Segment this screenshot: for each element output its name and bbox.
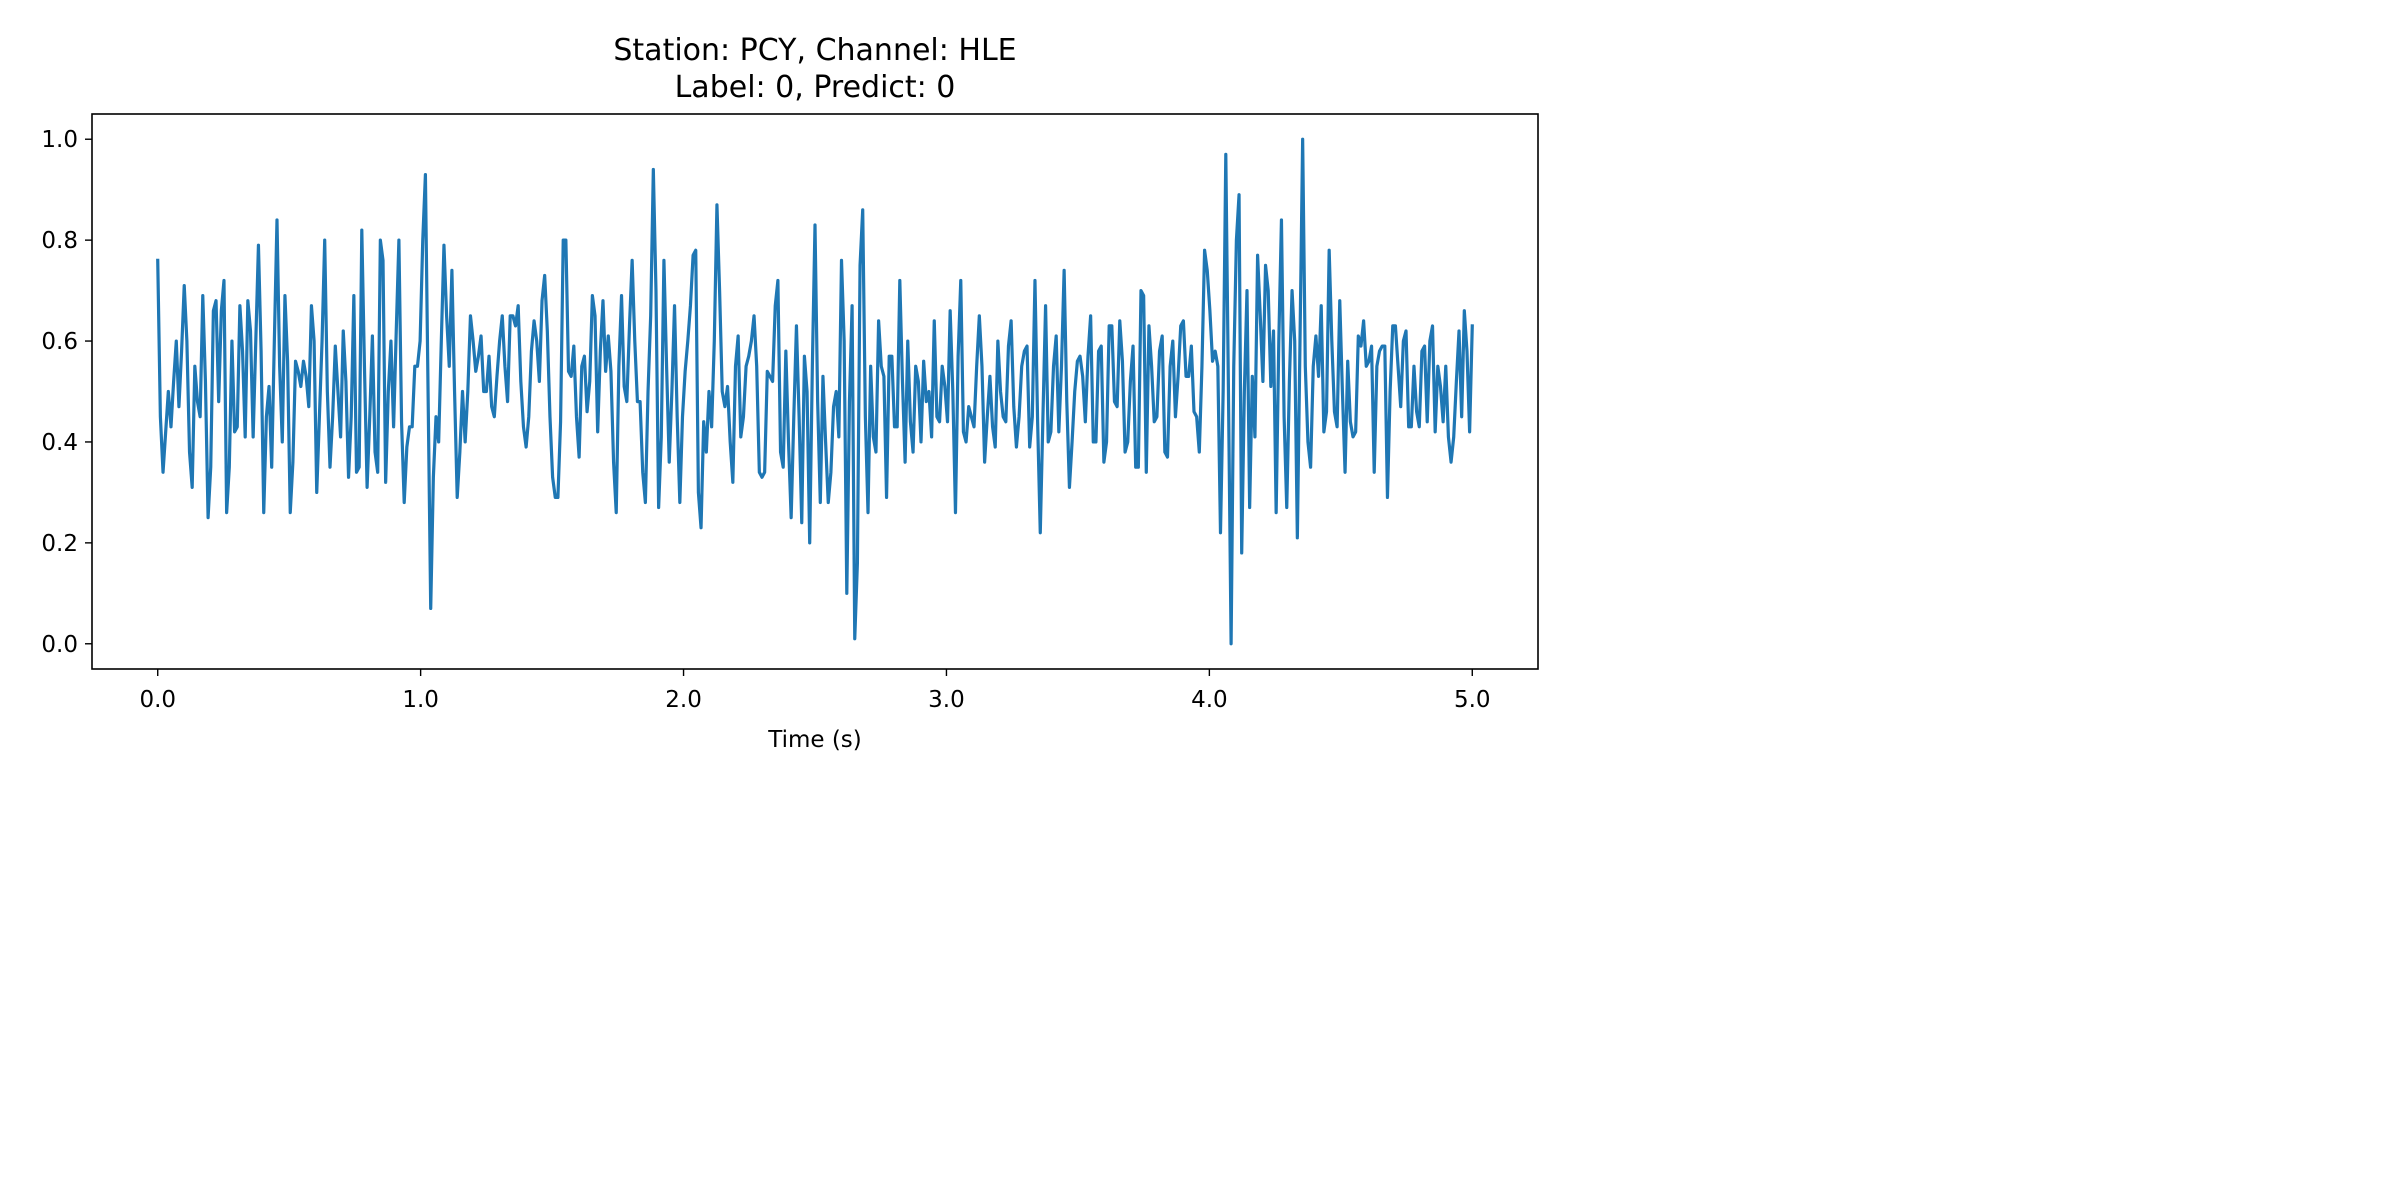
chart-title-line-1: Station: PCY, Channel: HLE [613, 33, 1016, 68]
y-tick-label: 0.6 [41, 329, 78, 355]
x-tick-label: 5.0 [1454, 687, 1491, 713]
axes-frame [91, 113, 1539, 670]
x-axis-ticks: 0.0 1.0 2.0 3.0 4.0 5.0 [139, 669, 1491, 713]
y-tick-label: 1.0 [41, 127, 78, 153]
y-tick-label: 0.4 [41, 430, 78, 456]
y-axis-ticks: 0.0 0.2 0.4 0.6 0.8 1.0 [41, 127, 92, 658]
chart-title-line-2: Label: 0, Predict: 0 [675, 70, 956, 105]
line-chart: Station: PCY, Channel: HLE Label: 0, Pre… [0, 0, 1564, 782]
series-line [156, 137, 1474, 646]
x-tick-label: 3.0 [928, 687, 965, 713]
x-axis-label: Time (s) [767, 727, 862, 753]
x-tick-label: 4.0 [1191, 687, 1228, 713]
chart-title: Station: PCY, Channel: HLE Label: 0, Pre… [613, 33, 1016, 105]
x-tick-label: 2.0 [665, 687, 702, 713]
x-tick-label: 1.0 [402, 687, 439, 713]
x-tick-label: 0.0 [139, 687, 176, 713]
plot-area [156, 137, 1474, 646]
y-tick-label: 0.8 [41, 228, 78, 254]
y-tick-label: 0.0 [41, 632, 78, 658]
y-tick-label: 0.2 [41, 531, 78, 557]
